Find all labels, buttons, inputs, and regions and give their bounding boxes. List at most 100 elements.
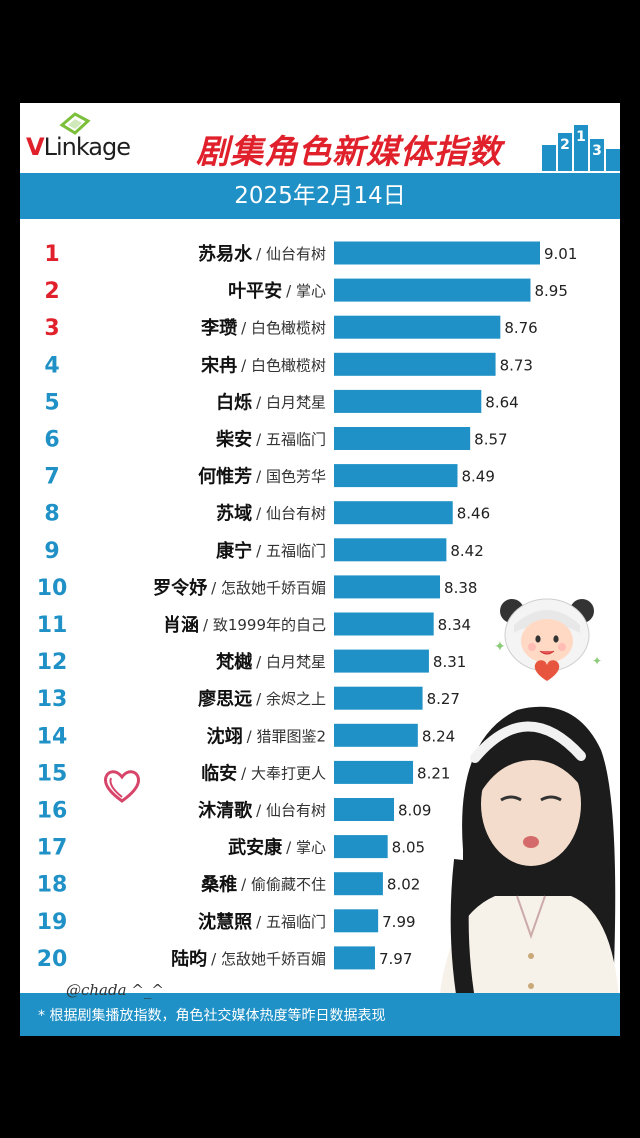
- show-name: / 掌心: [286, 282, 326, 300]
- index-bar: [334, 649, 429, 673]
- rank-number: 2: [44, 279, 59, 304]
- value-label: 8.73: [500, 356, 533, 374]
- character-name: 苏易水: [198, 243, 253, 265]
- character-name: 罗令妤: [153, 577, 208, 599]
- index-bar: [334, 315, 501, 339]
- show-name: / 仙台有树: [256, 505, 326, 523]
- show-name: / 怎敌她千娇百媚: [211, 579, 326, 597]
- vlinkage-logo: VLinkage: [26, 112, 166, 165]
- svg-text:✦: ✦: [494, 639, 506, 655]
- page-title: 剧集角色新媒体指数: [196, 132, 502, 171]
- logo-rest: Linkage: [43, 133, 131, 161]
- index-bar: [334, 760, 414, 784]
- character-name: 沈翊: [207, 725, 243, 747]
- show-name: / 仙台有树: [256, 245, 326, 263]
- value-label: 8.21: [417, 764, 450, 782]
- index-bar: [334, 686, 423, 710]
- show-name: / 白色橄榄树: [241, 319, 326, 337]
- rank-number: 16: [37, 799, 68, 824]
- rank-number: 13: [37, 687, 68, 712]
- value-label: 8.27: [427, 690, 460, 708]
- rank-number: 12: [37, 650, 68, 675]
- character-name: 柴安: [215, 429, 252, 451]
- value-label: 8.31: [433, 653, 466, 671]
- show-name: / 余烬之上: [256, 690, 326, 708]
- show-name: / 掌心: [286, 839, 326, 857]
- svg-text:✦: ✦: [592, 654, 602, 668]
- index-bar: [334, 575, 441, 599]
- index-bar: [334, 241, 540, 265]
- character-name: 康宁: [216, 540, 252, 562]
- character-name: 肖涵: [163, 614, 199, 636]
- show-name: / 五福临门: [256, 542, 326, 560]
- rank-number: 8: [44, 502, 59, 527]
- character-name: 陆昀: [171, 948, 207, 970]
- rank-number: 10: [37, 576, 68, 601]
- value-label: 8.02: [387, 876, 420, 894]
- value-label: 8.46: [457, 505, 490, 523]
- rank-number: 18: [37, 873, 68, 898]
- index-bar: [334, 278, 531, 302]
- index-bar: [334, 835, 388, 859]
- value-label: 7.97: [379, 950, 412, 968]
- rank-number: 5: [44, 390, 59, 415]
- svg-text:3: 3: [592, 143, 602, 159]
- show-name: / 仙台有树: [256, 802, 326, 820]
- index-bar: [334, 872, 383, 896]
- heart-sticker-icon: [104, 770, 140, 803]
- value-label: 8.49: [461, 468, 494, 486]
- character-name: 沈慧照: [198, 911, 252, 933]
- value-label: 9.01: [544, 245, 577, 263]
- logo-diamond-icon: [59, 112, 91, 135]
- index-bar: [334, 464, 458, 488]
- show-name: / 白月梵星: [256, 393, 326, 411]
- character-name: 桑稚: [201, 874, 237, 896]
- index-bar: [334, 501, 453, 525]
- value-label: 8.57: [474, 431, 507, 449]
- character-name: 苏域: [216, 503, 252, 525]
- character-name: 廖思远: [198, 688, 252, 710]
- index-bar: [334, 723, 418, 747]
- value-label: 8.38: [444, 579, 477, 597]
- character-name: 叶平安: [228, 280, 282, 302]
- ranking-card: VLinkage 剧集角色新媒体指数 2 1 3 2025年2月14日 1 / 仙…: [20, 103, 620, 1036]
- panda-sticker-icon: ✦ ✦: [494, 598, 602, 681]
- footer-note: * 根据剧集播放指数，角色社交媒体热度等昨日数据表现: [20, 993, 620, 1036]
- character-name: 沐清歌: [198, 800, 253, 822]
- rank-number: 19: [37, 910, 68, 935]
- rank-number: 20: [37, 947, 68, 972]
- value-label: 8.95: [534, 282, 567, 300]
- rank-number: 15: [37, 761, 68, 786]
- rank-number: 7: [44, 465, 59, 490]
- show-name: / 五福临门: [256, 431, 326, 449]
- index-bar: [334, 389, 482, 413]
- index-bar: [334, 427, 471, 450]
- show-name: / 白月梵星: [256, 653, 326, 671]
- character-name: 何惟芳: [198, 466, 252, 488]
- value-label: 8.64: [485, 393, 518, 411]
- rank-number: 6: [44, 428, 59, 453]
- character-name: 李瓒: [200, 318, 237, 339]
- logo-wordmark: VLinkage: [26, 133, 131, 161]
- index-bar: [334, 946, 375, 970]
- date-banner: 2025年2月14日: [20, 173, 620, 219]
- value-label: 8.42: [450, 542, 483, 560]
- show-name: / 国色芳华: [256, 468, 326, 486]
- value-label: 8.76: [504, 319, 537, 337]
- show-name: / 五福临门: [256, 913, 326, 931]
- show-name: / 大奉打更人: [241, 764, 326, 782]
- show-name: / 偷偷藏不住: [241, 876, 326, 894]
- index-bar: [334, 538, 447, 562]
- character-name: 白烁: [216, 391, 252, 413]
- rank-number: 9: [44, 539, 59, 564]
- value-label: 8.34: [438, 616, 471, 634]
- rank-number: 17: [37, 836, 68, 861]
- character-name: 梵樾: [216, 651, 253, 673]
- portrait-photo: [437, 706, 620, 1036]
- value-label: 7.99: [382, 913, 415, 931]
- index-bar: [334, 909, 379, 933]
- show-name: / 白色橄榄树: [241, 356, 326, 374]
- watermark-handle: @chada ^_^: [66, 981, 164, 999]
- index-bar: [334, 612, 434, 636]
